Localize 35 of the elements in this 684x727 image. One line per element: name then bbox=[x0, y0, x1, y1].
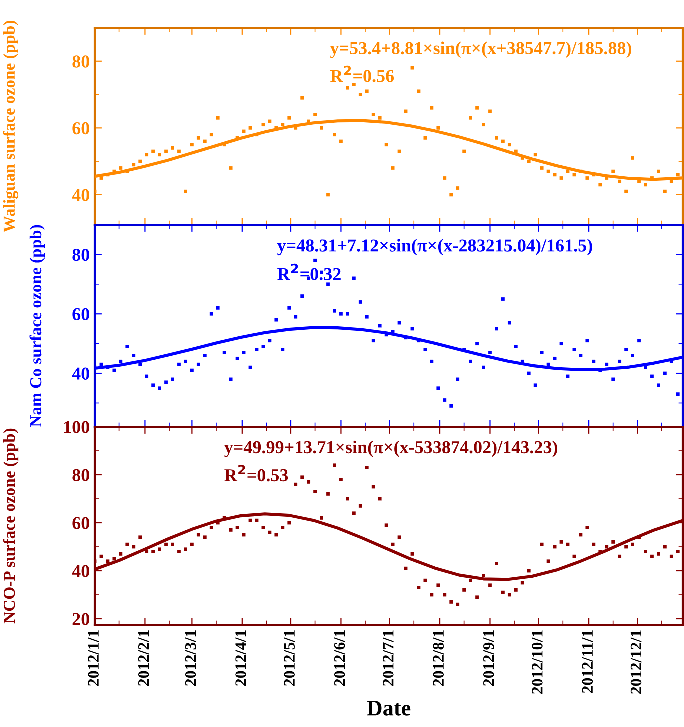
y-tick-label: 60 bbox=[72, 517, 90, 530]
x-tick-label: 2012/9/1 bbox=[483, 630, 494, 686]
line-series bbox=[95, 119, 683, 182]
x-tick-label: 2012/5/1 bbox=[284, 630, 295, 686]
y-axis-title: NCO-P surface ozone (ppb) bbox=[3, 428, 19, 624]
line-series bbox=[95, 326, 683, 372]
annotation: y=49.99+13.71×sin(π×(x-533874.02)/143.23) bbox=[224, 440, 558, 458]
y-tick-label: 80 bbox=[72, 248, 90, 262]
y-tick-label: 40 bbox=[72, 565, 90, 578]
x-tick-label: 2012/11/1 bbox=[582, 630, 594, 694]
annotation: R$^{2}$=0.32 bbox=[278, 264, 341, 280]
y-tick-label: 80 bbox=[72, 469, 90, 482]
x-tick-label: 2012/10/1 bbox=[532, 630, 543, 694]
y-tick-label: 80 bbox=[72, 56, 90, 68]
x-axis-title: Date bbox=[367, 701, 411, 716]
annotation: R$^{2}$=0.53 bbox=[224, 465, 288, 482]
y-axis-title: Waliguan surface ozone (ppb) bbox=[3, 20, 19, 233]
x-tick-label: 2012/8/1 bbox=[433, 630, 444, 686]
annotation: y=48.31+7.12×sin(π×(x-283215.04)/161.5) bbox=[277, 239, 592, 256]
y-tick-label: 60 bbox=[72, 308, 90, 321]
y-tick-label: 20 bbox=[72, 613, 90, 626]
y-tick-label: 40 bbox=[72, 368, 90, 380]
y-tick-label: 100 bbox=[64, 421, 90, 434]
y-axis-title: Nam Co surface ozone (ppb) bbox=[30, 225, 46, 428]
x-tick-label: 2012/2/1 bbox=[138, 630, 150, 686]
x-tick-label: 2012/6/1 bbox=[334, 630, 346, 686]
annotation: y=53.4+8.81×sin(π×(x+38547.7)/185.88) bbox=[330, 42, 632, 58]
x-tick-label: 2012/12/1 bbox=[630, 630, 642, 694]
x-tick-label: 2012/4/1 bbox=[236, 630, 246, 686]
x-tick-label: 2012/3/1 bbox=[185, 630, 196, 686]
x-tick-label: 2012/7/1 bbox=[383, 630, 394, 686]
x-tick-label: 2012/1/1 bbox=[88, 630, 99, 686]
y-tick-label: 40 bbox=[72, 189, 90, 202]
y-tick-label: 60 bbox=[72, 122, 90, 135]
annotation: R$^{2}$=0.56 bbox=[330, 66, 394, 82]
